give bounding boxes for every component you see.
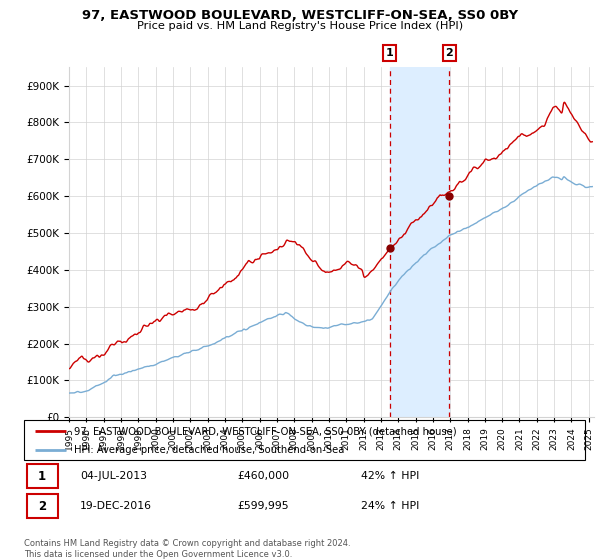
Text: 97, EASTWOOD BOULEVARD, WESTCLIFF-ON-SEA, SS0 0BY (detached house): 97, EASTWOOD BOULEVARD, WESTCLIFF-ON-SEA… <box>74 426 457 436</box>
Text: 2: 2 <box>38 500 46 513</box>
Text: 1: 1 <box>38 469 46 483</box>
Text: HPI: Average price, detached house, Southend-on-Sea: HPI: Average price, detached house, Sout… <box>74 445 345 455</box>
Text: Price paid vs. HM Land Registry's House Price Index (HPI): Price paid vs. HM Land Registry's House … <box>137 21 463 31</box>
FancyBboxPatch shape <box>27 494 58 519</box>
Text: £460,000: £460,000 <box>237 471 289 481</box>
FancyBboxPatch shape <box>27 464 58 488</box>
Text: Contains HM Land Registry data © Crown copyright and database right 2024.
This d: Contains HM Land Registry data © Crown c… <box>24 539 350 559</box>
Text: 1: 1 <box>386 48 394 58</box>
Text: 04-JUL-2013: 04-JUL-2013 <box>80 471 147 481</box>
Text: 19-DEC-2016: 19-DEC-2016 <box>80 501 152 511</box>
Bar <box>389 67 449 417</box>
Text: 42% ↑ HPI: 42% ↑ HPI <box>361 471 419 481</box>
Text: 97, EASTWOOD BOULEVARD, WESTCLIFF-ON-SEA, SS0 0BY: 97, EASTWOOD BOULEVARD, WESTCLIFF-ON-SEA… <box>82 9 518 22</box>
Text: £599,995: £599,995 <box>237 501 289 511</box>
Text: 2: 2 <box>445 48 453 58</box>
Text: 24% ↑ HPI: 24% ↑ HPI <box>361 501 419 511</box>
